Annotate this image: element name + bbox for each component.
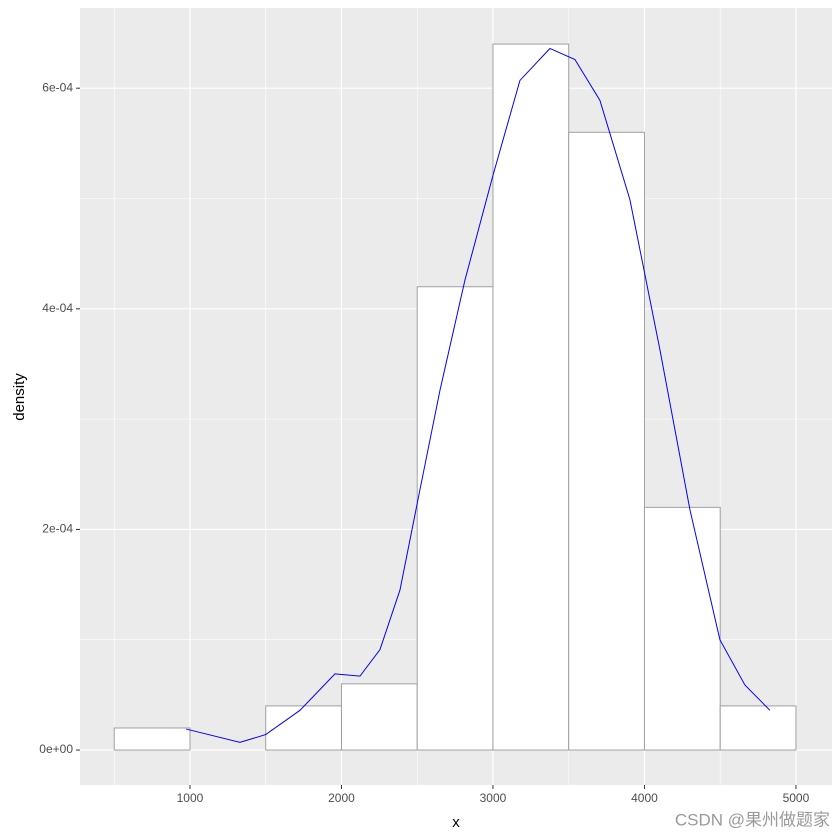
bar xyxy=(340,683,418,751)
y-tick-label: 0e+00 xyxy=(39,742,73,756)
bar xyxy=(492,43,570,751)
bar xyxy=(568,131,645,751)
bar xyxy=(719,705,797,751)
watermark: CSDN @果州做题家 xyxy=(675,810,830,829)
x-tick-label: 4000 xyxy=(631,791,658,805)
x-tick-label: 3000 xyxy=(480,791,507,805)
y-axis-label: density xyxy=(11,373,28,421)
x-tick-label: 1000 xyxy=(177,791,204,805)
y-tick-label: 6e-04 xyxy=(42,80,73,94)
bar xyxy=(265,705,342,751)
x-axis-label: x xyxy=(452,814,460,831)
bar xyxy=(643,506,721,751)
x-tick-label: 5000 xyxy=(783,791,810,805)
density-line xyxy=(186,47,771,743)
x-tick-label: 2000 xyxy=(328,791,355,805)
y-tick-label: 4e-04 xyxy=(42,301,73,315)
bar xyxy=(113,727,191,751)
bar xyxy=(416,286,494,751)
y-tick-label: 2e-04 xyxy=(42,522,73,536)
